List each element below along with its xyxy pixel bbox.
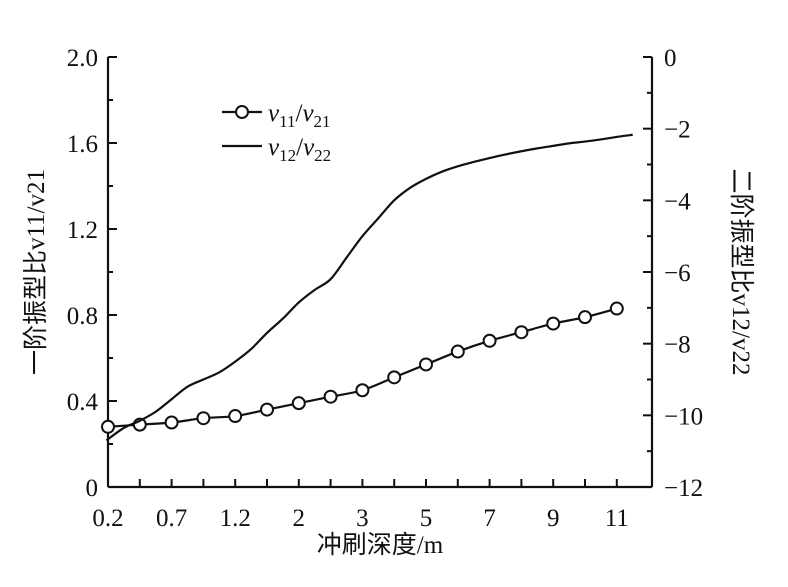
- data-point-series-1: [450, 344, 465, 359]
- legend-label-series-2: v12/v22: [268, 134, 331, 165]
- y-left-tick-label: 2.0: [67, 45, 98, 72]
- y-right-tick-label: −12: [664, 475, 703, 502]
- x-tick-label: 3: [356, 505, 369, 532]
- legend: v11/v21 v12/v22: [222, 100, 331, 165]
- tick-labels-layer: 0.2 0.7 1.2 2 3 5 7 9 11 0 0.4 0.8 1.2 1.6 2.0 −12 −10 −8…: [67, 45, 703, 532]
- legend-marker-series-1: [235, 105, 249, 119]
- data-point-series-1: [387, 370, 402, 385]
- data-point-series-1: [323, 389, 338, 404]
- y-right-tick-label: −10: [664, 403, 703, 430]
- x-tick-label: 9: [547, 505, 560, 532]
- y-left-axis-title: 一阶振型比v11/v21: [22, 169, 50, 375]
- data-point-series-1: [482, 333, 497, 348]
- data-point-series-1: [291, 396, 306, 411]
- x-tick-label: 7: [483, 505, 496, 532]
- x-axis-title: 冲刷深度/m: [317, 531, 444, 559]
- x-tick-label: 5: [420, 505, 433, 532]
- y-right-tick-label: 0: [664, 45, 677, 72]
- data-point-series-1: [578, 310, 592, 325]
- data-point-series-1: [609, 301, 624, 316]
- x-tick-label: 2: [293, 505, 306, 532]
- series-line-1: [107, 307, 618, 428]
- data-point-series-1: [196, 411, 211, 426]
- y-right-tick-label: −8: [664, 332, 691, 359]
- data-point-series-1: [228, 409, 243, 424]
- data-point-series-1: [164, 415, 179, 430]
- x-tick-label: 11: [605, 505, 629, 532]
- ticks-layer: [107, 56, 652, 488]
- y-right-tick-label: −4: [664, 188, 691, 215]
- y-right-axis-title: 二阶振型比v12/v22: [727, 169, 755, 376]
- y-left-tick-label: 0.8: [67, 303, 98, 330]
- x-tick-label: 0.2: [92, 505, 123, 532]
- y-left-tick-label: 0: [86, 475, 99, 502]
- series-layer: [101, 133, 633, 442]
- y-left-tick-label: 1.6: [67, 131, 98, 158]
- series-line-2: [105, 133, 633, 442]
- y-left-tick-label: 0.4: [67, 389, 99, 416]
- data-point-series-1: [419, 357, 433, 372]
- data-point-series-1: [101, 419, 115, 434]
- data-point-series-1: [355, 383, 370, 398]
- x-tick-label: 0.7: [156, 505, 187, 532]
- data-point-series-1: [514, 325, 529, 340]
- y-right-tick-label: −6: [664, 260, 691, 287]
- data-point-series-1: [260, 402, 274, 417]
- x-tick-label: 1.2: [220, 505, 251, 532]
- legend-label-series-1: v11/v21: [268, 100, 331, 131]
- y-right-tick-label: −2: [664, 117, 691, 144]
- data-point-series-1: [546, 316, 561, 331]
- y-left-tick-label: 1.2: [67, 217, 98, 244]
